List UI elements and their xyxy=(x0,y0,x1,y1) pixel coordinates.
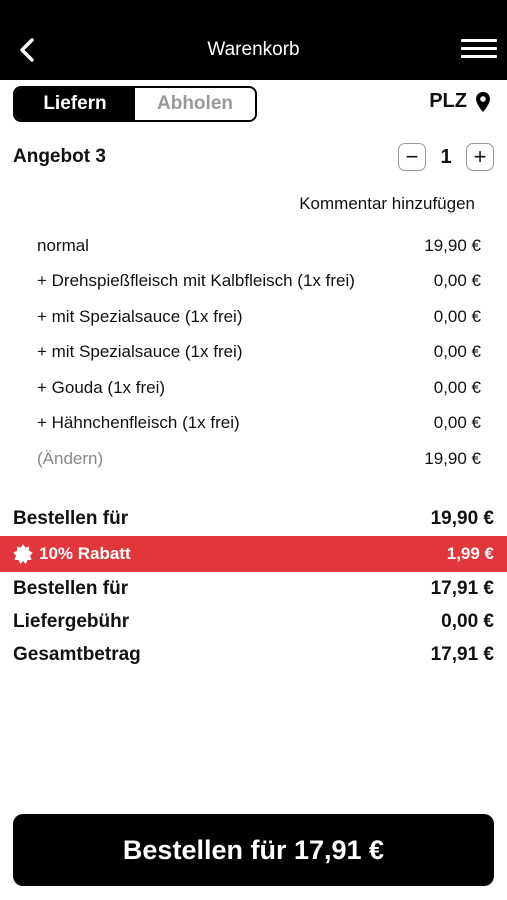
postal-code-selector[interactable]: PLZ xyxy=(429,90,491,113)
add-comment-link[interactable]: Kommentar hinzufügen xyxy=(299,194,475,213)
discount-value: 1,99 € xyxy=(446,544,494,563)
item-line-price: 0,00 € xyxy=(433,342,481,362)
page-title: Warenkorb xyxy=(207,39,300,60)
after-discount-row: Bestellen für 17,91 € xyxy=(13,578,494,600)
item-total-price: 19,90 € xyxy=(424,448,481,468)
delivery-fee-label: Liefergebühr xyxy=(13,611,130,632)
delivery-mode-toggle: Liefern Abholen xyxy=(13,86,257,122)
item-line-price: 0,00 € xyxy=(433,413,481,433)
top-app-bar: Warenkorb xyxy=(0,0,507,80)
cart-item-lines: normal 19,90 € + Drehspießfleisch mit Ka… xyxy=(37,228,481,477)
list-item: + Gouda (1x frei) 0,00 € xyxy=(37,370,481,406)
discount-label: 10% Rabatt xyxy=(39,544,131,563)
item-line-price: 0,00 € xyxy=(433,377,481,397)
item-line-name: normal xyxy=(37,235,89,255)
postal-code-label: PLZ xyxy=(429,90,467,112)
list-item: + mit Spezialsauce (1x frei) 0,00 € xyxy=(37,335,481,371)
item-line-name: + Drehspießfleisch mit Kalbfleisch (1x f… xyxy=(37,271,355,291)
delivery-fee-value: 0,00 € xyxy=(441,611,494,632)
total-value: 17,91 € xyxy=(430,644,494,665)
list-item: + Hähnchenfleisch (1x frei) 0,00 € xyxy=(37,406,481,442)
item-line-name: + mit Spezialsauce (1x frei) xyxy=(37,306,243,326)
map-pin-icon xyxy=(476,91,490,112)
total-row: Gesamtbetrag 17,91 € xyxy=(13,644,494,666)
subtotal-value: 19,90 € xyxy=(430,508,494,529)
item-line-name: + mit Spezialsauce (1x frei) xyxy=(37,342,243,362)
after-discount-label: Bestellen für xyxy=(13,578,129,599)
place-order-button[interactable]: Bestellen für 17,91 € xyxy=(13,814,494,886)
total-label: Gesamtbetrag xyxy=(13,644,141,665)
cart-item-title: Angebot 3 xyxy=(13,146,106,167)
item-line-name: + Hähnchenfleisch (1x frei) xyxy=(37,413,240,433)
item-line-price: 19,90 € xyxy=(424,235,481,255)
decrease-quantity-button[interactable]: − xyxy=(398,143,426,171)
list-item: normal 19,90 € xyxy=(37,228,481,264)
hamburger-menu-icon[interactable] xyxy=(461,36,497,66)
quantity-value: 1 xyxy=(440,145,452,168)
discount-row: 10% Rabatt 1,99 € xyxy=(0,536,507,572)
subtotal-row: Bestellen für 19,90 € xyxy=(13,508,494,530)
after-discount-value: 17,91 € xyxy=(430,578,494,599)
list-item: + mit Spezialsauce (1x frei) 0,00 € xyxy=(37,299,481,335)
list-item: (Ändern) 19,90 € xyxy=(37,441,481,477)
edit-item-link[interactable]: (Ändern) xyxy=(37,448,104,468)
list-item: + Drehspießfleisch mit Kalbfleisch (1x f… xyxy=(37,264,481,300)
back-arrow-icon[interactable] xyxy=(10,32,46,68)
tab-liefern[interactable]: Liefern xyxy=(15,88,135,120)
discount-badge-icon xyxy=(13,544,33,564)
item-line-price: 0,00 € xyxy=(433,306,481,326)
increase-quantity-button[interactable]: + xyxy=(466,143,494,171)
delivery-fee-row: Liefergebühr 0,00 € xyxy=(13,611,494,633)
item-line-price: 0,00 € xyxy=(433,271,481,291)
tab-abholen[interactable]: Abholen xyxy=(135,88,255,120)
quantity-stepper: − 1 + xyxy=(398,143,494,171)
item-line-name: + Gouda (1x frei) xyxy=(37,377,166,397)
subtotal-label: Bestellen für xyxy=(13,508,129,529)
